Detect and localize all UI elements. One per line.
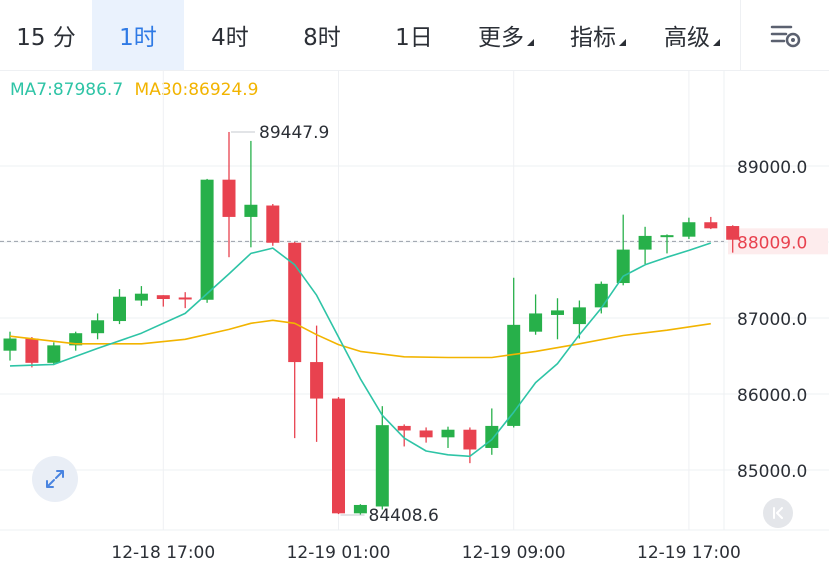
x-tick-label: 12-18 17:00: [111, 543, 215, 563]
tab-label: 1时: [119, 25, 157, 51]
ma30-legend-label: MA30:86924.9: [134, 80, 259, 100]
tab-4[interactable]: 1日: [368, 0, 460, 70]
tab-label: 1日: [395, 25, 433, 51]
tab-6[interactable]: 指标: [552, 0, 644, 70]
candle-body: [353, 504, 367, 514]
candle-body: [441, 429, 455, 438]
dropdown-caret-icon: [713, 38, 720, 46]
candle-body: [288, 242, 302, 363]
ma7-legend-label: MA7:87986.7: [10, 80, 124, 100]
candle-body: [156, 295, 170, 299]
candle-body: [507, 324, 521, 426]
y-tick-label: 89000.0: [737, 158, 807, 178]
candle-body: [616, 249, 630, 284]
dropdown-caret-icon: [527, 38, 534, 46]
expand-chart-button[interactable]: [32, 456, 78, 502]
candle-body: [25, 338, 39, 363]
dropdown-caret-icon: [619, 38, 626, 46]
y-tick-label: 87000.0: [737, 310, 807, 330]
ma30-line: [9, 319, 711, 359]
candle-body: [134, 293, 148, 301]
candle-body: [529, 313, 543, 332]
last-price-badge: [728, 228, 828, 255]
scroll-to-latest-button[interactable]: [763, 498, 793, 528]
candle-body: [178, 297, 192, 300]
tab-5[interactable]: 更多: [460, 0, 552, 70]
candle-body: [310, 362, 324, 399]
candle-body: [485, 425, 499, 448]
candle-body: [419, 430, 433, 438]
last-price-label: 88009.0: [737, 233, 807, 253]
tab-label: 更多: [478, 25, 524, 51]
tab-2[interactable]: 4时: [184, 0, 276, 70]
candle-body: [113, 296, 126, 322]
candle-body: [682, 222, 696, 237]
expand-arrows-icon: [46, 470, 64, 488]
candle-body: [638, 235, 652, 250]
x-tick-label: 12-19 09:00: [462, 543, 566, 563]
ma-legend: MA7:87986.7 MA30:86924.9: [10, 80, 265, 100]
chart-settings-button[interactable]: [740, 0, 829, 70]
tab-0[interactable]: 15 分: [0, 0, 92, 70]
chart-settings-icon: [770, 25, 800, 48]
candle-body: [463, 429, 477, 450]
y-tick-label: 86000.0: [737, 386, 807, 406]
candle-body: [375, 425, 389, 507]
candle-body: [332, 398, 345, 514]
low-price-label: 84408.6: [369, 506, 439, 526]
candle-body: [47, 345, 61, 363]
candlestick-chart[interactable]: 89000.088000.087000.086000.085000.012-18…: [0, 70, 829, 567]
x-tick-label: 12-19 17:00: [637, 543, 741, 563]
ma7-line: [9, 242, 712, 458]
tab-7[interactable]: 高级: [644, 0, 740, 70]
scroll-to-latest-icon: [773, 507, 783, 519]
tab-label: 高级: [664, 25, 710, 51]
candle-body: [704, 222, 718, 229]
candle-body: [3, 338, 17, 351]
candle-body: [726, 226, 740, 240]
candle-body: [397, 425, 411, 431]
timeframe-tabbar: 15 分 1时 4时 8时 1日 更多 指标 高级: [0, 0, 829, 71]
y-tick-label: 85000.0: [737, 462, 807, 482]
candle-body: [222, 179, 236, 217]
candle-body: [551, 310, 564, 315]
tab-3[interactable]: 8时: [276, 0, 368, 70]
high-price-label: 89447.9: [259, 123, 329, 143]
candle-body: [91, 320, 105, 334]
candle-body: [660, 235, 674, 238]
tab-1[interactable]: 1时: [92, 0, 184, 70]
candle-body: [244, 204, 258, 217]
tab-label: 指标: [570, 25, 616, 51]
candle-body: [266, 205, 280, 243]
candle-body: [572, 307, 586, 325]
tab-label: 4时: [211, 25, 249, 51]
candle-body: [594, 283, 608, 308]
tab-label: 15 分: [16, 25, 76, 51]
candle-body: [69, 333, 83, 346]
tab-label: 8时: [303, 25, 341, 51]
candle-body: [200, 179, 214, 300]
x-tick-label: 12-19 01:00: [287, 543, 391, 563]
